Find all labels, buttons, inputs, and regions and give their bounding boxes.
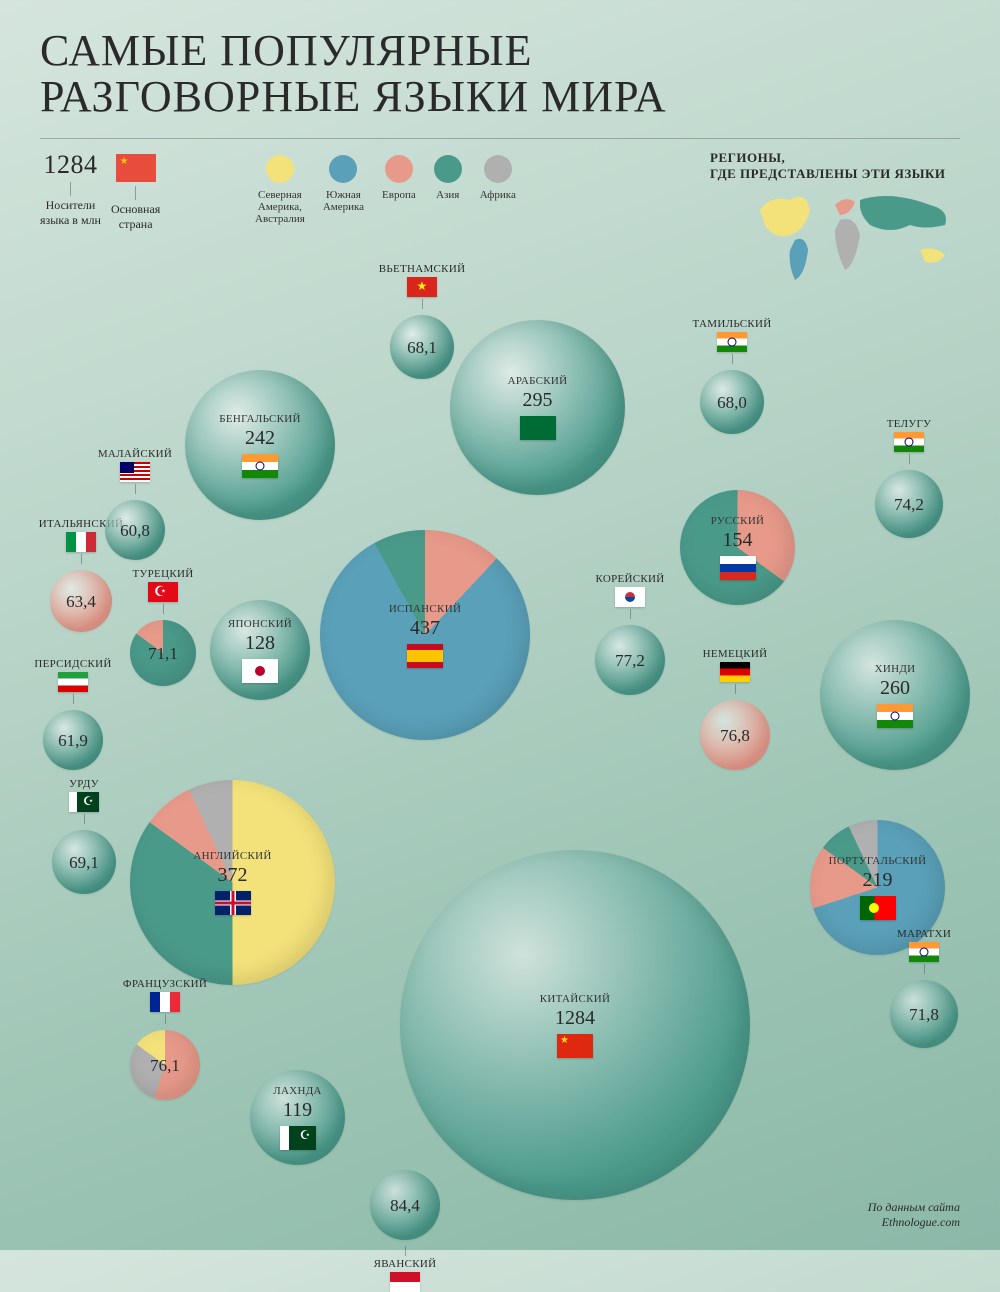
label-korean: КОРЕЙСКИЙ [585,573,675,621]
label-vietnamese: ВЬЕТНАМСКИЙ [377,263,467,311]
bubble-german: 76,8 [700,700,770,770]
legend-sample-number: 1284 [40,150,101,180]
legend-flag-sample: Основная страна [111,150,160,232]
label-malay: МАЛАЙСКИЙ [90,448,180,496]
bubble-lahnda: ЛАХНДА119 [250,1070,345,1165]
source-citation: По данным сайта Ethnologue.com [868,1200,960,1230]
bubble-urdu: 69,1 [52,830,116,894]
label-german: НЕМЕЦКИЙ [690,648,780,696]
bubble-english: АНГЛИЙСКИЙ372 [130,780,335,985]
label-javanese: ЯВАНСКИЙ [365,1244,445,1292]
bubble-russian: РУССКИЙ154 [680,490,795,605]
bubble-italian: 63,4 [50,570,112,632]
legend-key: 1284 Носители языка в млн Основная стран… [40,150,160,232]
label-urdu: УРДУ [39,778,129,826]
bubble-vietnamese: 68,1 [390,315,454,379]
label-marathi: МАРАТХИ [879,928,969,976]
bubble-turkish: 71,1 [130,620,196,686]
bubble-japanese: ЯПОНСКИЙ128 [210,600,310,700]
color-legend-item: Африка [480,155,516,225]
bubble-arabic: АРАБСКИЙ295 [450,320,625,495]
label-telugu: ТЕЛУГУ [864,418,954,466]
bubble-bengali: БЕНГАЛЬСКИЙ242 [185,370,335,520]
label-turkish: ТУРЕЦКИЙ [118,568,208,616]
label-persian: ПЕРСИДСКИЙ [28,658,118,706]
page-title: САМЫЕ ПОПУЛЯРНЫЕ РАЗГОВОРНЫЕ ЯЗЫКИ МИРА [40,28,667,120]
bubble-javanese: 84,4 [370,1170,440,1240]
bubble-hindi: ХИНДИ260 [820,620,970,770]
color-legend: СевернаяАмерика,Австралия ЮжнаяАмерика Е… [255,155,516,225]
bubble-chinese: КИТАЙСКИЙ1284 [400,850,750,1200]
label-french: ФРАНЦУЗСКИЙ [120,978,210,1026]
bubble-persian: 61,9 [43,710,103,770]
bubble-marathi: 71,8 [890,980,958,1048]
title-line-1: САМЫЕ ПОПУЛЯРНЫЕ [40,26,533,75]
color-legend-item: ЮжнаяАмерика [323,155,364,225]
bubble-tamil: 68,0 [700,370,764,434]
regions-title: РЕГИОНЫ, ГДЕ ПРЕДСТАВЛЕНЫ ЭТИ ЯЗЫКИ [710,150,950,182]
title-line-2: РАЗГОВОРНЫЕ ЯЗЫКИ МИРА [40,72,667,121]
bubble-spanish: ИСПАНСКИЙ437 [320,530,530,740]
color-legend-item: Европа [382,155,416,225]
color-legend-item: Азия [434,155,462,225]
bubble-telugu: 74,2 [875,470,943,538]
label-tamil: ТАМИЛЬСКИЙ [687,318,777,366]
bubble-malay: 60,8 [105,500,165,560]
bubble-korean: 77,2 [595,625,665,695]
legend-value-sample: 1284 Носители языка в млн [40,150,101,228]
divider [40,138,960,139]
bubble-french: 76,1 [130,1030,200,1100]
color-legend-item: СевернаяАмерика,Австралия [255,155,305,225]
world-map-icon [750,180,960,290]
